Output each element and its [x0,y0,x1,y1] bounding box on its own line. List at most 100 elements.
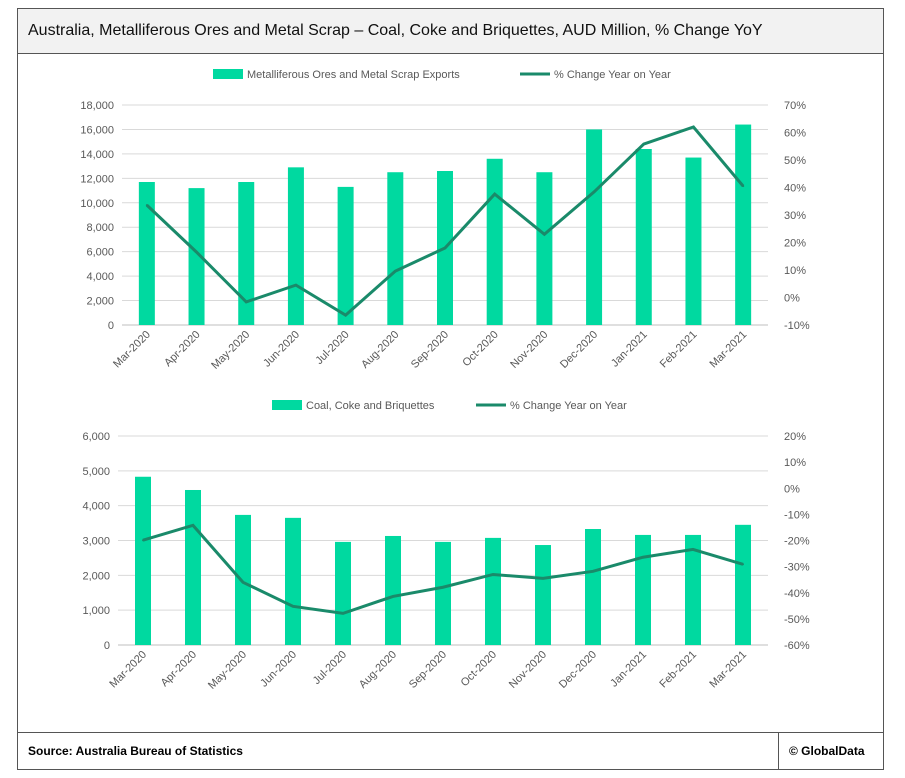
left-tick-label: 4,000 [86,271,114,283]
x-tick-label: Dec-2020 [557,649,599,691]
bar [685,534,701,645]
brand-credit: © GlobalData [778,733,883,769]
right-tick-label: -40% [784,588,810,600]
x-tick-label: Apr-2020 [162,329,202,369]
bar [235,514,251,645]
x-tick-label: Mar-2020 [107,649,149,691]
x-tick-label: Sep-2020 [407,649,449,691]
left-tick-label: 2,000 [86,296,114,308]
bar [285,517,301,645]
left-tick-label: 12,000 [80,173,114,185]
right-tick-label: 0% [784,483,800,495]
bar [135,476,151,645]
source-note: Source: Australia Bureau of Statistics [28,744,243,758]
bar [385,535,401,645]
right-tick-label: 50% [784,155,806,167]
bar [535,545,551,645]
bar [435,541,451,645]
x-tick-label: Nov-2020 [508,329,550,371]
legend-bar-label: Coal, Coke and Briquettes [306,400,435,412]
bar [585,529,601,645]
right-tick-label: 60% [784,128,806,140]
yoy-point [593,190,596,193]
yoy-point [692,126,695,128]
right-tick-label: 20% [784,238,806,250]
bar [337,186,354,325]
yoy-point [642,143,645,146]
x-tick-label: Mar-2021 [708,329,750,371]
yoy-point [344,314,347,317]
yoy-point [444,247,446,249]
left-tick-label: 10,000 [80,198,114,210]
yoy-point [142,539,144,542]
bar [387,172,404,325]
right-tick-label: -20% [784,536,810,548]
bar [287,167,304,325]
yoy-point [642,556,644,559]
yoy-point [192,524,194,527]
chart-2: 0 1,000 2,000 3,000 4,000 5,000 6,000 -60% -50% -… [82,400,810,692]
x-tick-label: Feb-2021 [657,649,699,691]
right-tick-label: -10% [784,509,810,521]
left-tick-label: 6,000 [82,431,110,443]
x-tick-label: Aug-2020 [359,329,401,371]
yoy-point [543,233,546,236]
left-tick-label: 0 [108,320,114,332]
x-tick-label: Jun-2020 [261,329,302,370]
left-tick-label: 4,000 [82,501,110,513]
x-tick-label: May-2020 [206,649,249,692]
chart-1: 0 2,000 4,000 6,000 8,000 10,000 12,000 14,000 1… [80,69,810,372]
bar [735,524,751,645]
x-tick-label: Jun-2020 [258,649,299,690]
bar [335,541,351,645]
left-tick-label: 18,000 [80,100,114,112]
footer: Source: Australia Bureau of Statistics ©… [18,732,883,769]
x-tick-label: May-2020 [209,329,252,372]
yoy-point [145,204,148,207]
legend-line-label: % Change Year on Year [554,69,671,81]
right-tick-label: 10% [784,457,806,469]
yoy-point [742,563,744,566]
right-tick-label: -30% [784,562,810,574]
yoy-point [245,300,248,303]
bar [635,534,651,645]
bar [586,129,603,325]
x-tick-label: Apr-2020 [159,649,199,689]
yoy-point [542,577,544,580]
x-tick-label: Jan-2021 [609,329,650,370]
left-tick-label: 1,000 [82,605,110,617]
bar [238,182,255,325]
yoy-point [692,548,694,551]
x-tick-label: Oct-2020 [460,329,500,369]
bar [486,158,503,325]
yoy-point [592,570,594,573]
yoy-point [195,251,198,254]
x-tick-label: Feb-2021 [658,329,700,371]
right-tick-label: 30% [784,210,806,222]
left-tick-label: 0 [104,640,110,652]
x-tick-label: Aug-2020 [357,649,399,691]
left-tick-label: 16,000 [80,124,114,136]
left-tick-label: 6,000 [86,247,114,259]
bar [185,489,201,645]
legend-bar-swatch [213,69,243,79]
x-tick-label: Mar-2020 [111,329,153,371]
bar [685,157,702,325]
x-tick-label: Mar-2021 [707,649,749,691]
yoy-point [442,586,444,589]
x-tick-label: Dec-2020 [558,329,600,371]
yoy-point [493,193,496,196]
yoy-point [242,581,244,584]
legend-bar-swatch [272,400,302,410]
yoy-point [742,185,745,188]
x-tick-label: Jul-2020 [311,649,349,687]
left-tick-label: 8,000 [86,222,114,234]
x-tick-label: Jul-2020 [313,329,351,367]
bar [485,537,501,645]
yoy-point [342,612,344,615]
x-tick-label: Oct-2020 [459,649,499,689]
left-tick-label: 14,000 [80,149,114,161]
legend-line-label: % Change Year on Year [510,400,627,412]
yoy-point [294,284,297,287]
